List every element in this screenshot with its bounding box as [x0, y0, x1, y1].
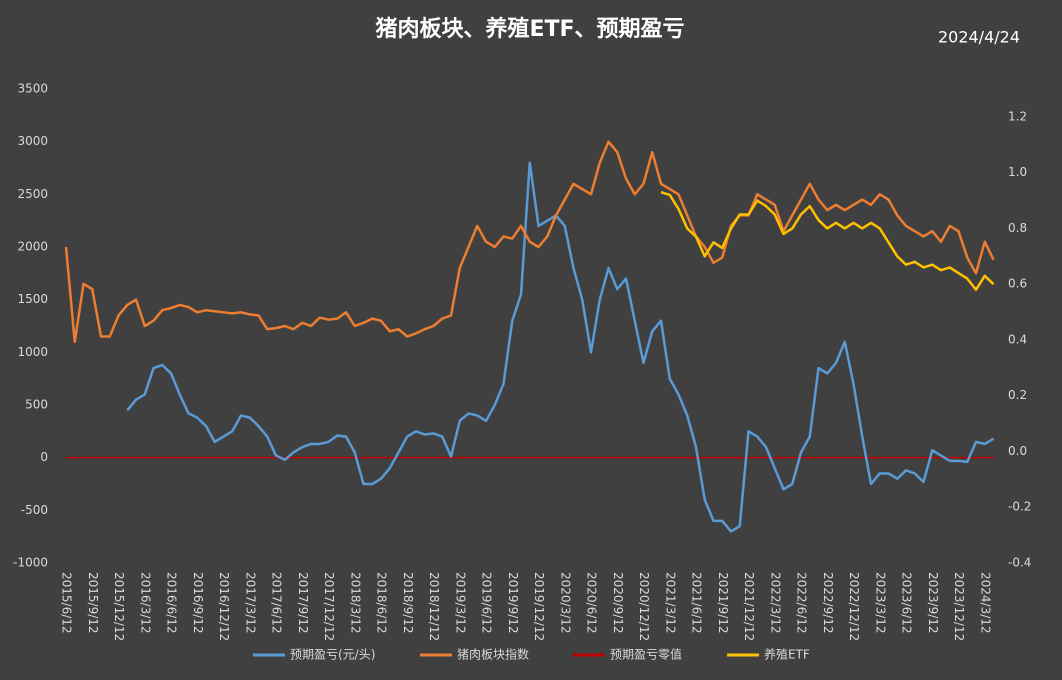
- x-tick-label: 2024/3/12: [978, 572, 992, 634]
- legend-label: 预期盈亏零值: [610, 647, 682, 662]
- legend-label: 养殖ETF: [764, 647, 810, 662]
- x-tick-label: 2022/6/12: [795, 572, 809, 634]
- x-tick-label: 2016/3/12: [138, 572, 152, 634]
- x-tick-label: 2020/3/12: [558, 572, 572, 634]
- y-tick-label: 500: [25, 398, 48, 412]
- y2-tick-label: 0.4: [1008, 332, 1027, 346]
- x-tick-label: 2016/6/12: [165, 572, 179, 634]
- x-tick-label: 2021/3/12: [663, 572, 677, 634]
- x-tick-label: 2017/9/12: [296, 572, 310, 634]
- x-tick-label: 2022/12/12: [847, 572, 861, 641]
- legend-label: 猪肉板块指数: [457, 647, 529, 662]
- y-tick-label: 3500: [17, 82, 48, 96]
- x-tick-label: 2021/9/12: [716, 572, 730, 634]
- y2-tick-label: 1.0: [1008, 165, 1027, 179]
- x-tick-label: 2017/6/12: [270, 572, 284, 634]
- x-tick-label: 2023/9/12: [926, 572, 940, 634]
- chart-title: 猪肉板块、养殖ETF、预期盈亏: [375, 16, 684, 42]
- x-tick-label: 2019/3/12: [453, 572, 467, 634]
- y-tick-label: 3000: [17, 134, 48, 148]
- x-tick-label: 2019/12/12: [532, 572, 546, 641]
- x-tick-label: 2021/12/12: [742, 572, 756, 641]
- y-tick-label: 2000: [17, 240, 48, 254]
- date-label: 2024/4/24: [938, 28, 1020, 47]
- legend-label: 预期盈亏(元/头): [290, 648, 375, 662]
- x-tick-label: 2015/9/12: [86, 572, 100, 634]
- x-tick-label: 2017/12/12: [322, 572, 336, 641]
- x-tick-label: 2020/6/12: [585, 572, 599, 634]
- y2-tick-label: 0.0: [1008, 444, 1027, 458]
- y2-tick-label: 1.2: [1008, 109, 1027, 123]
- x-tick-label: 2015/12/12: [112, 572, 126, 641]
- y-tick-label: 1500: [17, 292, 48, 306]
- y-tick-label: 0: [40, 450, 48, 464]
- x-tick-label: 2022/3/12: [768, 572, 782, 634]
- x-tick-label: 2015/6/12: [60, 572, 74, 634]
- y-tick-label: 1000: [17, 345, 48, 359]
- x-tick-label: 2018/6/12: [375, 572, 389, 634]
- y2-tick-label: 0.2: [1008, 388, 1027, 402]
- x-tick-label: 2019/9/12: [506, 572, 520, 634]
- y2-tick-label: -0.2: [1008, 500, 1031, 514]
- x-tick-label: 2017/3/12: [243, 572, 257, 634]
- y2-tick-label: 0.8: [1008, 221, 1027, 235]
- x-tick-label: 2019/6/12: [480, 572, 494, 634]
- x-tick-label: 2023/12/12: [952, 572, 966, 641]
- y2-tick-label: -0.4: [1008, 556, 1031, 570]
- x-tick-label: 2020/9/12: [611, 572, 625, 634]
- x-tick-label: 2023/3/12: [873, 572, 887, 634]
- x-tick-label: 2022/9/12: [821, 572, 835, 634]
- y-tick-label: -500: [21, 503, 48, 517]
- y2-tick-label: 0.6: [1008, 277, 1027, 291]
- y-tick-label: -1000: [13, 556, 48, 570]
- x-tick-label: 2016/12/12: [217, 572, 231, 641]
- x-tick-label: 2021/6/12: [690, 572, 704, 634]
- series-line: [64, 140, 995, 344]
- y-tick-label: 2500: [17, 187, 48, 201]
- x-tick-label: 2023/6/12: [900, 572, 914, 634]
- x-tick-label: 2018/3/12: [348, 572, 362, 634]
- x-tick-label: 2016/9/12: [191, 572, 205, 634]
- x-tick-label: 2018/12/12: [427, 572, 441, 641]
- x-tick-label: 2018/9/12: [401, 572, 415, 634]
- series-line: [660, 190, 995, 291]
- series-line: [126, 161, 995, 533]
- x-tick-label: 2020/12/12: [637, 572, 651, 641]
